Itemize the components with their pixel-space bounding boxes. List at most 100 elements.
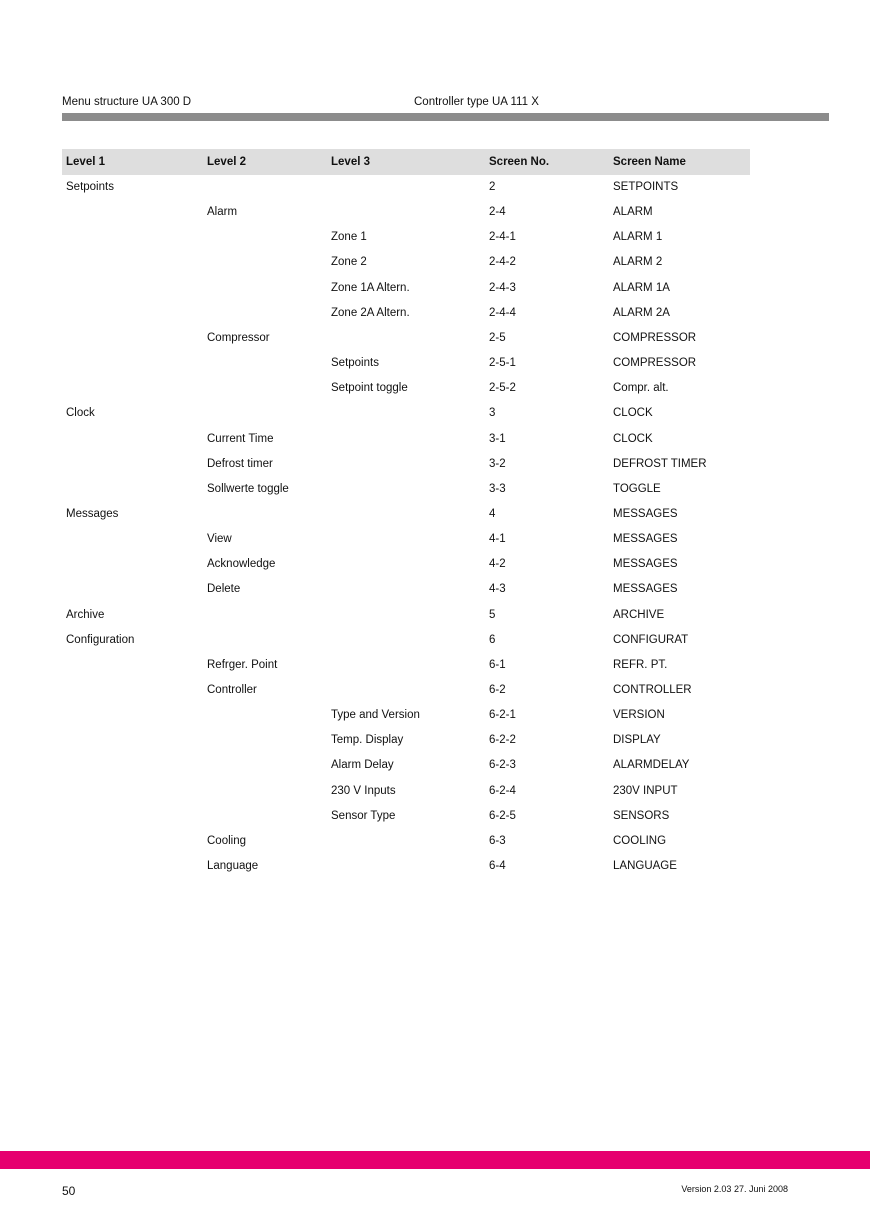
table-cell: Zone 1A Altern. [331,281,410,294]
column-header: Screen No. [489,156,550,168]
table-cell: Cooling [207,834,246,847]
table-cell: Setpoint toggle [331,382,408,395]
table-cell: 6-2-5 [489,809,516,822]
table-cell: Controller [207,684,257,696]
table-cell: Messages [66,507,119,520]
table-cell: MESSAGES [613,507,678,520]
footer-bar [0,1151,870,1169]
table-cell: TOGGLE [613,482,661,495]
table-row: Setpoints 2 SETPOINTS [0,181,870,201]
table-cell: 6-2-1 [489,709,516,722]
table-cell: Alarm [207,206,238,219]
table-cell: COMPRESSOR [613,357,697,370]
table-cell: Zone 2A Altern. [331,306,410,319]
table-row: 230 V Inputs 6-2-4 230V INPUT [0,785,870,805]
table-row: Alarm Delay 6-2-3 ALARMDELAY [0,759,870,779]
table-cell: 4-1 [489,533,506,546]
table-cell: 6-2-2 [489,734,516,747]
table-cell: ALARM [613,206,653,219]
table-cell: 4 [489,507,496,520]
version-info: Version 2.03 27. Juni 2008 [681,1184,788,1194]
table-cell: 3 [489,407,496,420]
table-cell: 230 V Inputs [331,784,396,797]
table-cell: 230V INPUT [613,784,678,797]
table-row: Temp. Display 6-2-2 DISPLAY [0,734,870,754]
table-row: Sollwerte toggle 3-3 TOGGLE [0,483,870,503]
table-cell: COOLING [613,834,667,847]
table-row: Setpoint toggle 2-5-2 Compr. alt. [0,382,870,402]
table-cell: 2-4-3 [489,281,516,294]
table-cell: 3-3 [489,482,506,495]
table-cell: 6-2-4 [489,784,516,797]
table-cell: Zone 1 [331,231,367,244]
table-cell: CONFIGURAT [613,633,689,646]
header-divider [62,113,829,121]
column-header: Level 3 [331,156,370,168]
table-cell: Setpoints [66,181,114,193]
table-row: Zone 2A Altern. 2-4-4 ALARM 2A [0,307,870,327]
table-row: Type and Version 6-2-1 VERSION [0,709,870,729]
column-header: Screen Name [613,156,686,168]
table-row: Current Time 3-1 CLOCK [0,433,870,453]
table-cell: ARCHIVE [613,608,665,621]
table-cell: 4-2 [489,558,506,571]
table-cell: Type and Version [331,709,420,722]
table-cell: Configuration [66,633,135,646]
table-cell: Compressor [207,331,270,344]
table-row: Cooling 6-3 COOLING [0,835,870,855]
table-cell: VERSION [613,709,665,722]
table-cell: Delete [207,583,241,596]
table-row: Messages 4 MESSAGES [0,508,870,528]
table-cell: MESSAGES [613,533,678,546]
table-row: Refrger. Point 6-1 REFR. PT. [0,659,870,679]
table-cell: DISPLAY [613,734,661,747]
header-left: Menu structure UA 300 D [62,96,192,108]
table-cell: Refrger. Point [207,658,278,671]
table-cell: Current Time [207,432,274,445]
table-cell: 3-2 [489,457,506,470]
table-row: Delete 4-3 MESSAGES [0,583,870,603]
column-header: Level 2 [207,156,246,168]
table-row: Setpoints 2-5-1 COMPRESSOR [0,357,870,377]
table-cell: Acknowledge [207,558,276,571]
table-cell: COMPRESSOR [613,331,697,344]
table-cell: 4-3 [489,583,506,596]
table-cell: 2-5 [489,331,506,344]
table-row: Sensor Type 6-2-5 SENSORS [0,810,870,830]
table-cell: 6-4 [489,860,506,873]
table-cell: Language [207,860,259,873]
table-cell: 6-3 [489,834,506,847]
table-cell: SETPOINTS [613,181,679,193]
table-row: Zone 1 2-4-1 ALARM 1 [0,231,870,251]
table-cell: SENSORS [613,809,670,822]
table-cell: Sollwerte toggle [207,482,289,495]
table-cell: DEFROST TIMER [613,457,707,470]
table-row: Acknowledge 4-2 MESSAGES [0,558,870,578]
table-row: Compressor 2-5 COMPRESSOR [0,332,870,352]
table-row: Clock 3 CLOCK [0,407,870,427]
table-row: Alarm 2-4 ALARM [0,206,870,226]
table-cell: 3-1 [489,432,506,445]
table-cell: Archive [66,608,105,621]
table-row: Language 6-4 LANGUAGE [0,860,870,880]
table-row: View 4-1 MESSAGES [0,533,870,553]
table-cell: 2-4-4 [489,306,516,319]
table-cell: 2-4 [489,206,506,219]
table-cell: View [207,533,232,546]
page-number: 50 [62,1184,76,1198]
table-header [62,149,750,175]
table-cell: CLOCK [613,407,653,420]
table-cell: 6-2-3 [489,759,516,772]
table-cell: REFR. PT. [613,658,668,671]
table-row: Configuration 6 CONFIGURAT [0,634,870,654]
table-cell: ALARM 1 [613,231,663,244]
table-row: Zone 2 2-4-2 ALARM 2 [0,256,870,276]
table-cell: Clock [66,407,95,420]
table-cell: 6 [489,633,496,646]
table-row: Controller 6-2 CONTROLLER [0,684,870,704]
table-cell: MESSAGES [613,558,678,571]
table-row: Zone 1A Altern. 2-4-3 ALARM 1A [0,282,870,302]
table-cell: Sensor Type [331,809,396,822]
table-cell: MESSAGES [613,583,678,596]
table-cell: Setpoints [331,357,379,370]
